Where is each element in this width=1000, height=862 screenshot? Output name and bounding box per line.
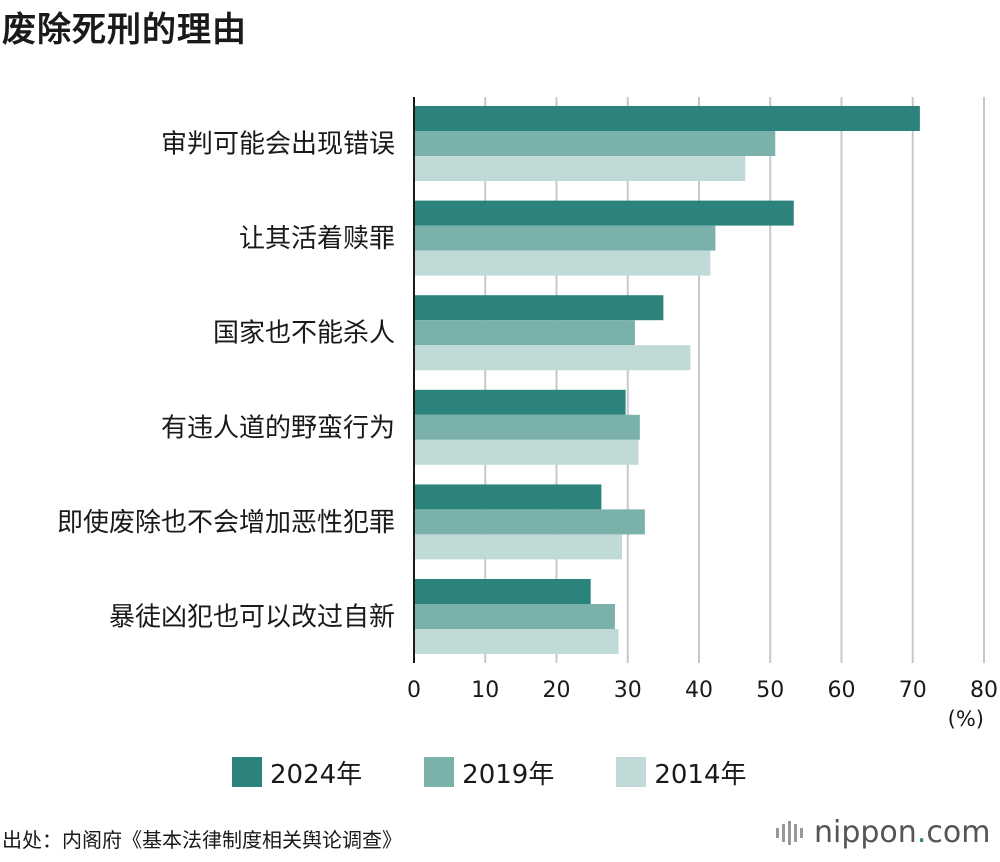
legend-item-2019: 2019年 — [424, 754, 554, 791]
category-label: 国家也不能杀人 — [213, 319, 395, 349]
legend-swatch-2019 — [424, 757, 455, 787]
source-note: 出处：内阁府《基本法律制度相关舆论调查》 — [2, 828, 402, 852]
legend-label-2019: 2019年 — [462, 759, 555, 790]
bar — [414, 156, 746, 181]
bar — [414, 629, 619, 654]
bar — [414, 131, 776, 156]
bar — [414, 106, 920, 131]
legend-item-2024: 2024年 — [232, 754, 362, 791]
bar — [414, 225, 716, 251]
bar-chart: 0 10 20 30 40 50 60 70 80 审判可能会出现错误让其活着赎罪国家也不能杀人有… — [57, 97, 998, 731]
legend-swatch-2024 — [232, 757, 262, 787]
category-label: 让其活着赎罪 — [239, 224, 395, 254]
x-axis-unit: (%) — [948, 707, 984, 731]
bar — [414, 604, 615, 629]
x-tick-label: 40 — [685, 678, 713, 703]
legend-swatch-2014 — [616, 757, 647, 787]
x-tick-label: 70 — [899, 678, 927, 703]
bar — [414, 320, 635, 346]
legend: 2024年 2019年 2014年 — [232, 754, 809, 791]
bar — [414, 345, 691, 371]
logo-bars-icon — [776, 820, 806, 845]
bar — [414, 200, 794, 226]
nippon-logo[interactable]: nippon. com — [776, 815, 990, 850]
legend-item-2014: 2014年 — [616, 754, 747, 791]
x-tick-label: 50 — [756, 678, 784, 703]
logo-dot: . — [916, 815, 927, 850]
x-tick-label: 20 — [543, 678, 571, 703]
bar — [414, 295, 664, 321]
bar — [414, 439, 639, 465]
x-tick-label: 60 — [828, 678, 856, 703]
logo-suffix: com — [926, 815, 991, 850]
legend-label-2014: 2014年 — [654, 759, 747, 790]
x-tick-label: 80 — [970, 678, 998, 703]
bar — [414, 414, 640, 440]
chart-title: 废除死刑的理由 — [2, 10, 247, 50]
bar — [414, 250, 711, 276]
bar — [414, 389, 626, 415]
category-label: 审判可能会出现错误 — [161, 130, 395, 160]
bar — [414, 579, 591, 604]
x-tick-label: 30 — [614, 678, 642, 703]
bar — [414, 509, 645, 535]
bar — [414, 534, 623, 560]
x-tick-label: 0 — [407, 678, 421, 703]
bar — [414, 484, 602, 510]
category-label: 暴徒凶犯也可以改过自新 — [109, 603, 395, 633]
category-label: 有违人道的野蛮行为 — [161, 413, 395, 443]
logo-name: nippon — [814, 815, 917, 850]
x-tick-label: 10 — [471, 678, 499, 703]
category-label: 即使废除也不会增加恶性犯罪 — [57, 508, 395, 538]
legend-label-2024: 2024年 — [270, 759, 363, 790]
